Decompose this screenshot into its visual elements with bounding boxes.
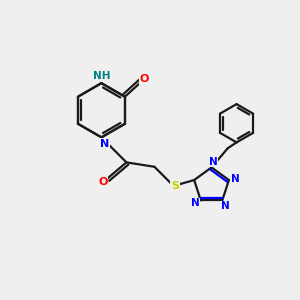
Text: N: N xyxy=(221,201,230,211)
Text: N: N xyxy=(191,198,200,208)
Text: N: N xyxy=(100,139,109,149)
Text: N: N xyxy=(231,174,240,184)
Text: S: S xyxy=(171,181,179,191)
Text: N: N xyxy=(208,157,217,166)
Text: NH: NH xyxy=(93,71,110,81)
Text: O: O xyxy=(98,176,108,187)
Text: O: O xyxy=(140,74,149,84)
